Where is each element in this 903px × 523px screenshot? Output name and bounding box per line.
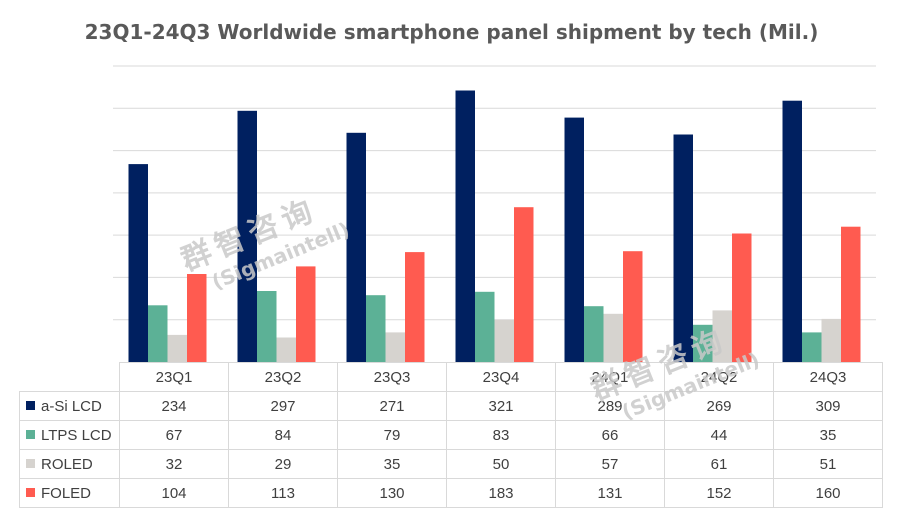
- legend-swatch: [26, 430, 35, 440]
- data-label: 297: [228, 391, 338, 421]
- data-label: 104: [119, 478, 229, 508]
- series-name: LTPS LCD: [41, 426, 112, 444]
- legend-entry: FOLED: [19, 478, 120, 508]
- data-label: 131: [555, 478, 665, 508]
- category-label: 23Q4: [446, 362, 556, 392]
- bar-a-si-lcd-23q4: [455, 90, 475, 362]
- bar-foled-23q1: [187, 274, 207, 362]
- legend-swatch: [26, 488, 35, 498]
- legend-swatch: [26, 401, 35, 411]
- category-label: 23Q2: [228, 362, 338, 392]
- bar-roled-23q3: [385, 332, 405, 362]
- data-label: 183: [446, 478, 556, 508]
- data-label: 29: [228, 449, 338, 479]
- bar-a-si-lcd-24q1: [564, 117, 584, 362]
- bar-foled-23q2: [296, 266, 316, 362]
- data-label: 83: [446, 420, 556, 450]
- data-label: 269: [664, 391, 774, 421]
- table-header-row: 23Q1 23Q2 23Q3 23Q4 24Q1 24Q2 24Q3: [19, 362, 883, 392]
- category-label: 24Q1: [555, 362, 665, 392]
- chart-title: 23Q1-24Q3 Worldwide smartphone panel shi…: [84, 20, 819, 44]
- data-label: 67: [119, 420, 229, 450]
- table-row: a-Si LCD 234 297 271 321 289 269 309: [19, 391, 883, 421]
- series-name: FOLED: [41, 484, 92, 502]
- data-label: 51: [773, 449, 883, 479]
- table-row: FOLED 104 113 130 183 131 152 160: [19, 478, 883, 508]
- bar-roled-23q4: [494, 319, 514, 362]
- bar-a-si-lcd-23q1: [128, 164, 148, 362]
- bar-ltps-lcd-24q3: [802, 332, 822, 362]
- category-label: 24Q2: [664, 362, 774, 392]
- table-corner: [19, 362, 120, 392]
- data-label: 84: [228, 420, 338, 450]
- legend-entry: ROLED: [19, 449, 120, 479]
- data-label: 321: [446, 391, 556, 421]
- data-label: 79: [337, 420, 447, 450]
- data-label: 130: [337, 478, 447, 508]
- bar-roled-24q1: [603, 313, 623, 362]
- bars: [128, 90, 861, 362]
- series-name: ROLED: [41, 455, 93, 473]
- table-row: ROLED 32 29 35 50 57 61 51: [19, 449, 883, 479]
- data-label: 57: [555, 449, 665, 479]
- data-label: 32: [119, 449, 229, 479]
- data-label: 152: [664, 478, 774, 508]
- bar-ltps-lcd-24q2: [693, 324, 713, 362]
- legend-entry: LTPS LCD: [19, 420, 120, 450]
- bar-ltps-lcd-23q2: [257, 291, 277, 362]
- category-label: 24Q3: [773, 362, 883, 392]
- category-label: 23Q1: [119, 362, 229, 392]
- data-label: 234: [119, 391, 229, 421]
- gridlines: [113, 65, 876, 321]
- data-label: 309: [773, 391, 883, 421]
- data-label: 35: [337, 449, 447, 479]
- data-label: 50: [446, 449, 556, 479]
- data-label: 66: [555, 420, 665, 450]
- bar-a-si-lcd-24q2: [673, 134, 693, 362]
- bar-roled-23q1: [167, 334, 187, 362]
- bar-a-si-lcd-23q2: [237, 110, 257, 362]
- bar-a-si-lcd-24q3: [782, 100, 802, 362]
- data-label: 113: [228, 478, 338, 508]
- bar-a-si-lcd-23q3: [346, 132, 366, 362]
- data-label: 61: [664, 449, 774, 479]
- data-table: 23Q1 23Q2 23Q3 23Q4 24Q1 24Q2 24Q3 a-Si LCD 234 2…: [19, 362, 883, 508]
- bar-ltps-lcd-24q1: [584, 306, 604, 362]
- bar-foled-24q3: [841, 226, 861, 362]
- bar-foled-23q3: [405, 252, 425, 362]
- data-label: 44: [664, 420, 774, 450]
- legend-entry: a-Si LCD: [19, 391, 120, 421]
- series-name: a-Si LCD: [41, 397, 102, 415]
- bar-ltps-lcd-23q1: [148, 305, 168, 362]
- bar-foled-24q1: [623, 251, 643, 362]
- data-label: 271: [337, 391, 447, 421]
- data-label: 289: [555, 391, 665, 421]
- category-label: 23Q3: [337, 362, 447, 392]
- legend-swatch: [26, 459, 35, 469]
- bar-roled-24q2: [712, 310, 732, 362]
- data-label: 160: [773, 478, 883, 508]
- bar-foled-23q4: [514, 207, 534, 362]
- data-label: 35: [773, 420, 883, 450]
- table-row: LTPS LCD 67 84 79 83 66 44 35: [19, 420, 883, 450]
- bar-foled-24q2: [732, 233, 752, 362]
- bar-roled-24q3: [821, 318, 841, 362]
- bar-roled-23q2: [276, 337, 296, 362]
- bar-ltps-lcd-23q4: [475, 291, 495, 362]
- bar-ltps-lcd-23q3: [366, 295, 386, 362]
